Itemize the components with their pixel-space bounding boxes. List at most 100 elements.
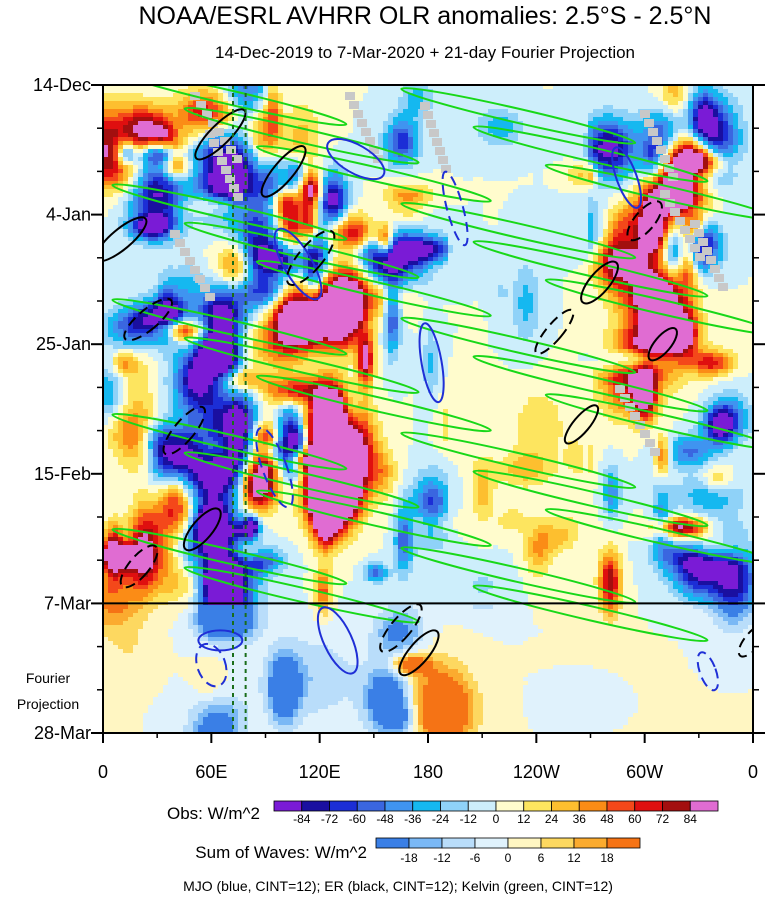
field-cell bbox=[273, 161, 279, 166]
field-cell bbox=[283, 97, 289, 102]
field-cell bbox=[203, 173, 209, 178]
field-cell bbox=[163, 213, 169, 218]
field-cell bbox=[258, 129, 264, 134]
field-cell bbox=[138, 129, 144, 134]
field-cell bbox=[533, 173, 539, 178]
field-cell bbox=[398, 177, 404, 182]
field-cell bbox=[393, 217, 399, 222]
field-cell bbox=[263, 137, 269, 142]
field-cell bbox=[368, 189, 374, 194]
field-cell bbox=[363, 229, 369, 234]
field-cell bbox=[488, 185, 494, 190]
field-cell bbox=[293, 89, 299, 94]
field-cell bbox=[173, 197, 179, 202]
field-cell bbox=[603, 177, 609, 182]
field-cell bbox=[238, 185, 244, 190]
field-cell bbox=[218, 185, 224, 190]
field-cell bbox=[733, 177, 739, 182]
field-cell bbox=[543, 161, 549, 166]
field-cell bbox=[668, 181, 674, 186]
field-cell bbox=[628, 205, 634, 210]
field-cell bbox=[638, 129, 644, 134]
field-cell bbox=[483, 153, 489, 158]
field-cell bbox=[468, 89, 474, 94]
field-cell bbox=[408, 101, 414, 106]
field-cell bbox=[328, 157, 334, 162]
field-cell bbox=[193, 229, 199, 234]
field-cell bbox=[453, 157, 459, 162]
field-cell bbox=[173, 209, 179, 214]
field-cell bbox=[673, 137, 679, 142]
field-cell bbox=[118, 233, 124, 238]
field-cell bbox=[388, 157, 394, 162]
field-cell bbox=[273, 225, 279, 230]
field-cell bbox=[653, 101, 659, 106]
field-cell bbox=[118, 221, 124, 226]
field-cell bbox=[468, 153, 474, 158]
field-cell bbox=[393, 161, 399, 166]
field-cell bbox=[573, 225, 579, 230]
field-cell bbox=[478, 181, 484, 186]
field-cell bbox=[583, 101, 589, 106]
field-cell bbox=[293, 225, 299, 230]
field-cell bbox=[718, 173, 724, 178]
field-cell bbox=[518, 125, 524, 130]
field-cell bbox=[388, 141, 394, 146]
field-cell bbox=[518, 197, 524, 202]
field-cell bbox=[608, 161, 614, 166]
field-cell bbox=[518, 133, 524, 138]
field-cell bbox=[328, 125, 334, 130]
field-cell bbox=[693, 125, 699, 130]
field-cell bbox=[393, 145, 399, 150]
field-cell bbox=[348, 129, 354, 134]
field-cell bbox=[618, 121, 624, 126]
field-cell bbox=[418, 137, 424, 142]
field-cell bbox=[358, 229, 364, 234]
field-cell bbox=[698, 133, 704, 138]
field-cell bbox=[533, 201, 539, 206]
field-cell bbox=[193, 237, 199, 242]
field-cell bbox=[503, 185, 509, 190]
field-cell bbox=[493, 173, 499, 178]
field-cell bbox=[508, 93, 514, 98]
field-cell bbox=[538, 213, 544, 218]
field-cell bbox=[343, 213, 349, 218]
field-cell bbox=[288, 213, 294, 218]
field-cell bbox=[423, 117, 429, 122]
field-cell bbox=[358, 197, 364, 202]
field-cell bbox=[268, 197, 274, 202]
field-cell bbox=[208, 125, 214, 130]
field-cell bbox=[228, 197, 234, 202]
field-cell bbox=[668, 121, 674, 126]
field-cell bbox=[203, 185, 209, 190]
field-cell bbox=[603, 189, 609, 194]
field-cell bbox=[613, 121, 619, 126]
field-cell bbox=[298, 137, 304, 142]
field-cell bbox=[443, 125, 449, 130]
field-cell bbox=[223, 105, 229, 110]
field-cell bbox=[533, 209, 539, 214]
field-cell bbox=[458, 109, 464, 114]
field-cell bbox=[443, 153, 449, 158]
field-cell bbox=[718, 89, 724, 94]
field-cell bbox=[418, 193, 424, 198]
field-cell bbox=[538, 93, 544, 98]
field-cell bbox=[153, 113, 159, 118]
field-cell bbox=[393, 229, 399, 234]
field-cell bbox=[673, 133, 679, 138]
field-cell bbox=[448, 161, 454, 166]
field-cell bbox=[598, 133, 604, 138]
field-cell bbox=[258, 137, 264, 142]
field-cell bbox=[208, 169, 214, 174]
field-cell bbox=[558, 165, 564, 170]
field-cell bbox=[378, 177, 384, 182]
field-cell bbox=[648, 105, 654, 110]
field-cell bbox=[693, 157, 699, 162]
field-cell bbox=[553, 89, 559, 94]
field-cell bbox=[448, 201, 454, 206]
field-cell bbox=[528, 97, 534, 102]
field-cell bbox=[438, 89, 444, 94]
field-cell bbox=[488, 121, 494, 126]
field-cell bbox=[668, 153, 674, 158]
field-cell bbox=[428, 173, 434, 178]
